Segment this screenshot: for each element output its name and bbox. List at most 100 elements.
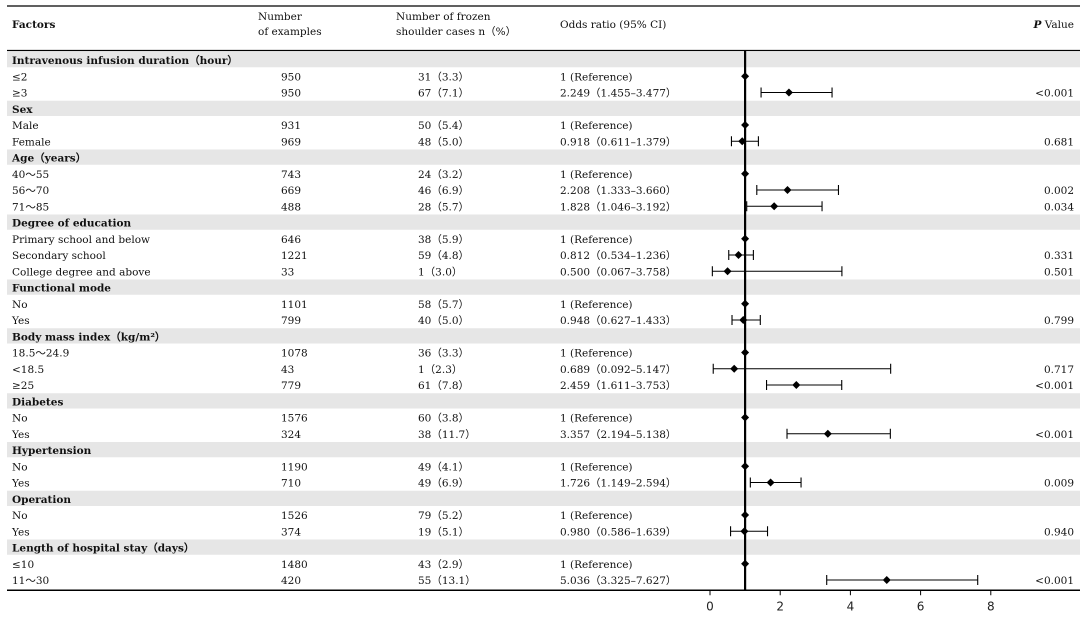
row-odds-ratio-text: 0.689（0.092–5.147） xyxy=(560,364,676,376)
row-label: No xyxy=(12,461,28,473)
row-examples: 646 xyxy=(281,234,301,246)
odds-ratio-marker xyxy=(734,251,743,259)
row-p-value: 0.501 xyxy=(1044,266,1074,278)
row-p-value: <0.001 xyxy=(1035,380,1074,392)
row-p-value: 0.002 xyxy=(1044,185,1074,197)
row-examples: 33 xyxy=(281,266,294,278)
row-odds-ratio-text: 0.918（0.611–1.379） xyxy=(560,136,676,148)
row-examples: 950 xyxy=(281,71,301,83)
row-odds-ratio-text: 1.726（1.149–2.594） xyxy=(560,478,676,490)
row-examples: 420 xyxy=(281,575,301,587)
group-label: Body mass index（kg/m²） xyxy=(12,330,165,343)
forest-plot-area: 0 2 4 6 8 xyxy=(7,50,1080,613)
odds-ratio-marker xyxy=(766,478,775,487)
row-label: ≥25 xyxy=(12,380,34,392)
group-label: Degree of education xyxy=(12,218,132,230)
group-label: Length of hospital stay（days） xyxy=(12,542,194,555)
row-odds-ratio-text: 1.828（1.046–3.192） xyxy=(560,201,676,213)
row-label: 71～85 xyxy=(12,201,49,213)
group-shading-layer xyxy=(7,52,1080,555)
row-examples: 488 xyxy=(281,201,301,213)
row-p-value: <0.001 xyxy=(1035,88,1074,100)
row-p-value: 0.717 xyxy=(1044,364,1074,376)
row-p-value: 0.940 xyxy=(1044,526,1074,538)
row-p-value: 0.009 xyxy=(1044,478,1074,490)
row-cases: 36（3.3） xyxy=(418,348,469,360)
header-factors: Factors xyxy=(12,19,55,31)
row-odds-ratio-text: 1 (Reference) xyxy=(560,169,633,181)
x-tick-label: 0 xyxy=(706,599,714,613)
row-p-value: <0.001 xyxy=(1035,575,1074,587)
row-label: <18.5 xyxy=(12,364,44,376)
group-label: Diabetes xyxy=(12,396,63,408)
row-odds-ratio-text: 1 (Reference) xyxy=(560,461,633,473)
row-examples: 1576 xyxy=(281,413,308,425)
header-examples-line1: Number xyxy=(258,11,303,23)
row-label: 40～55 xyxy=(12,169,49,181)
row-examples: 374 xyxy=(281,526,301,538)
row-label: Female xyxy=(12,136,51,148)
row-odds-ratio-text: 1 (Reference) xyxy=(560,348,633,360)
row-odds-ratio-text: 1 (Reference) xyxy=(560,413,633,425)
row-cases: 79（5.2） xyxy=(418,510,469,522)
row-odds-ratio-text: 1 (Reference) xyxy=(560,71,633,83)
row-examples: 1078 xyxy=(281,348,308,360)
odds-ratio-marker xyxy=(784,88,793,97)
row-label: Yes xyxy=(11,315,30,327)
row-examples: 1480 xyxy=(281,559,308,571)
row-examples: 799 xyxy=(281,315,301,327)
row-label: 56～70 xyxy=(12,185,49,197)
row-cases: 19（5.1） xyxy=(418,526,469,538)
row-examples: 950 xyxy=(281,88,301,100)
group-header-band xyxy=(7,393,1080,409)
row-cases: 49（6.9） xyxy=(418,478,469,490)
row-odds-ratio-text: 1 (Reference) xyxy=(560,120,633,132)
row-odds-ratio-text: 0.500（0.067–3.758） xyxy=(560,266,676,278)
row-label: 11～30 xyxy=(12,575,49,587)
group-header-band xyxy=(7,490,1080,506)
row-odds-ratio-text: 5.036（3.325–7.627） xyxy=(560,575,676,587)
row-examples: 1101 xyxy=(281,299,308,311)
row-cases: 38（11.7） xyxy=(418,429,476,441)
group-label: Age（years） xyxy=(11,152,86,165)
row-examples: 710 xyxy=(281,478,301,490)
row-p-value: <0.001 xyxy=(1035,429,1074,441)
header-p-value: P Value xyxy=(1033,19,1074,31)
row-examples: 43 xyxy=(281,364,294,376)
row-label: ≥3 xyxy=(12,88,27,100)
group-header-band xyxy=(7,52,1080,68)
group-label: Functional mode xyxy=(12,283,111,295)
row-examples: 743 xyxy=(281,169,301,181)
row-cases: 50（5.4） xyxy=(418,120,469,132)
odds-ratio-marker xyxy=(723,267,732,276)
row-p-value: 0.681 xyxy=(1044,136,1074,148)
row-examples: 779 xyxy=(281,380,301,392)
row-cases: 59（4.8） xyxy=(418,250,469,262)
group-header-band xyxy=(7,214,1080,230)
row-label: ≤2 xyxy=(12,71,27,83)
row-odds-ratio-text: 1 (Reference) xyxy=(560,510,633,522)
odds-ratio-marker xyxy=(770,202,779,211)
row-cases: 31（3.3） xyxy=(418,71,469,83)
row-odds-ratio-text: 2.208（1.333–3.660） xyxy=(560,185,676,197)
row-examples: 1221 xyxy=(281,250,308,262)
row-odds-ratio-text: 1 (Reference) xyxy=(560,234,633,246)
row-cases: 55（13.1） xyxy=(418,575,476,587)
row-label: No xyxy=(12,510,28,522)
x-tick-label: 2 xyxy=(776,599,784,613)
header-examples-line2: of examples xyxy=(258,26,322,38)
row-cases: 49（4.1） xyxy=(418,461,469,473)
row-label: Yes xyxy=(11,429,30,441)
row-odds-ratio-text: 1 (Reference) xyxy=(560,299,633,311)
row-label: 18.5～24.9 xyxy=(12,348,69,360)
row-cases: 1（3.0） xyxy=(418,266,462,278)
row-odds-ratio-text: 2.249（1.455–3.477） xyxy=(560,88,676,100)
table-rows: Intravenous infusion duration（hour） ≤2 950… xyxy=(7,5,1080,587)
header-cases-line2: shoulder cases n（%） xyxy=(396,26,516,38)
row-p-value: 0.034 xyxy=(1044,201,1074,213)
row-cases: 40（5.0） xyxy=(418,315,469,327)
row-label: No xyxy=(12,413,28,425)
row-cases: 28（5.7） xyxy=(418,201,469,213)
row-examples: 931 xyxy=(281,120,301,132)
header-cases-line1: Number of frozen xyxy=(396,11,491,23)
